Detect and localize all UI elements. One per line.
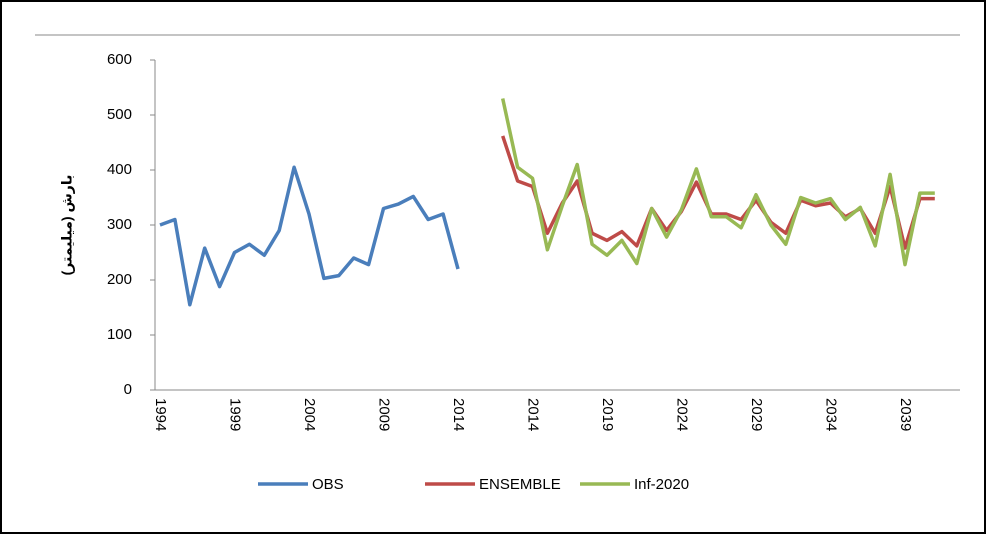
y-tick-label: 100 <box>107 326 132 343</box>
x-tick-label: 1994 <box>152 398 169 431</box>
y-axis-label: بارش (میلیمتر) <box>59 175 76 276</box>
x-tick-label: 2019 <box>599 398 616 431</box>
y-tick-label: 600 <box>107 51 132 68</box>
legend-label: OBS <box>312 476 344 493</box>
legend-label: Inf-2020 <box>634 476 689 493</box>
x-tick-label: 2009 <box>376 398 393 431</box>
y-tick-label: 500 <box>107 106 132 123</box>
x-tick-label: 2004 <box>301 398 318 431</box>
x-tick-label: 2014 <box>450 398 467 431</box>
legend-label: ENSEMBLE <box>479 476 561 493</box>
series-line <box>500 98 935 267</box>
y-tick-label: 400 <box>107 161 132 178</box>
x-tick-label: 1999 <box>227 398 244 431</box>
y-tick-label: 0 <box>124 381 132 398</box>
x-tick-label: 2034 <box>823 398 840 431</box>
series-line <box>159 165 460 307</box>
y-tick-label: 200 <box>107 271 132 288</box>
x-tick-label: 2039 <box>897 398 914 431</box>
y-tick-label: 300 <box>107 216 132 233</box>
x-tick-label: 2024 <box>674 398 691 431</box>
x-tick-label: 2029 <box>748 398 765 431</box>
x-tick-label: 2014 <box>525 398 542 431</box>
